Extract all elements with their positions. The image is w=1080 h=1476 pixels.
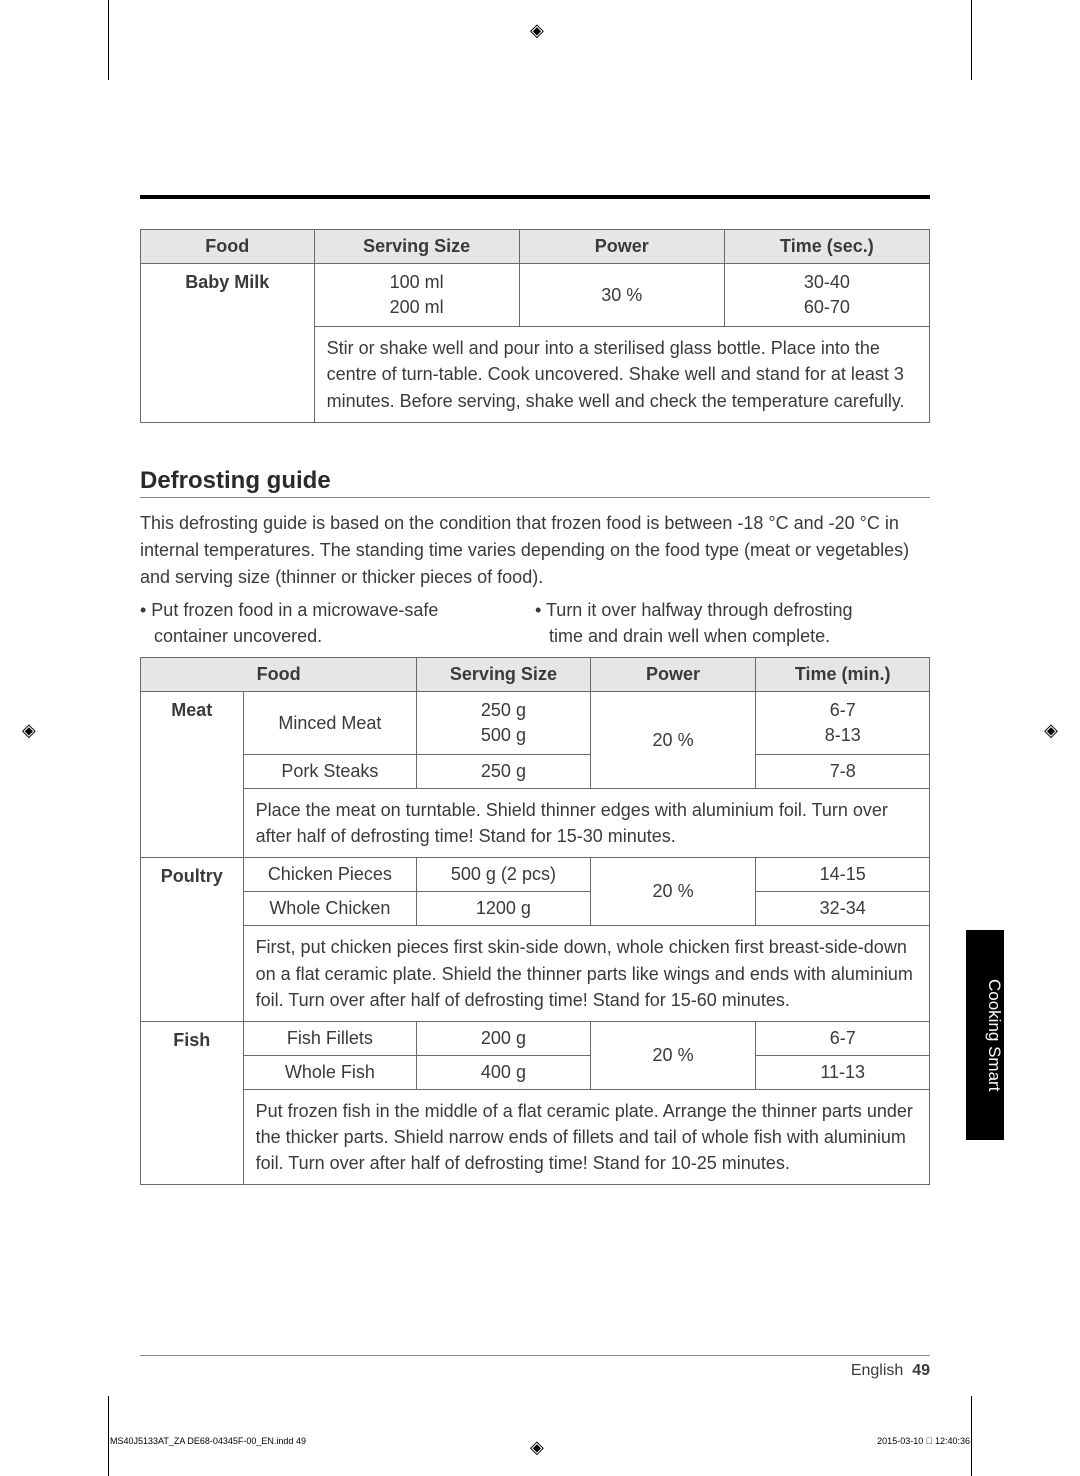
page-footer: English 49 xyxy=(140,1355,930,1380)
instructions: Place the meat on turntable. Shield thin… xyxy=(243,789,929,858)
footer-language: English xyxy=(851,1362,903,1379)
food-category: Meat xyxy=(141,691,244,858)
bullet-text: container uncovered. xyxy=(140,623,525,649)
col-serving: Serving Size xyxy=(314,230,519,264)
defrosting-table: Food Serving Size Power Time (min.) Meat… xyxy=(140,657,930,1185)
section-tab: Cooking Smart xyxy=(966,930,1004,1140)
col-power: Power xyxy=(519,230,724,264)
serving-size: 500 g (2 pcs) xyxy=(417,858,591,892)
power-level: 20 % xyxy=(590,691,756,788)
registration-mark-icon: ◈ xyxy=(22,720,36,741)
food-item: Pork Steaks xyxy=(243,755,417,789)
registration-mark-icon: ◈ xyxy=(1044,720,1058,741)
time-value: 32-34 xyxy=(756,892,930,926)
serving-size: 250 g xyxy=(417,755,591,789)
crop-mark xyxy=(971,1396,972,1476)
col-serving: Serving Size xyxy=(417,657,591,691)
section-heading: Defrosting guide xyxy=(140,467,930,495)
registration-mark-icon: ◈ xyxy=(530,1437,544,1458)
bullet-columns: • Put frozen food in a microwave-safe co… xyxy=(140,597,930,649)
col-time: Time (sec.) xyxy=(724,230,929,264)
power-level: 30 % xyxy=(519,264,724,327)
instructions: Put frozen fish in the middle of a flat … xyxy=(243,1089,929,1184)
serving-size: 1200 g xyxy=(417,892,591,926)
bullet-text: time and drain well when complete. xyxy=(535,623,920,649)
table-row: Food Serving Size Power Time (sec.) xyxy=(141,230,930,264)
power-level: 20 % xyxy=(590,1021,756,1089)
power-level: 20 % xyxy=(590,858,756,926)
bullet-text: • Put frozen food in a microwave-safe xyxy=(140,597,525,623)
food-name: Baby Milk xyxy=(141,264,315,423)
table-row: Pork Steaks 250 g 7-8 xyxy=(141,755,930,789)
baby-milk-table: Food Serving Size Power Time (sec.) Baby… xyxy=(140,229,930,423)
food-item: Chicken Pieces xyxy=(243,858,417,892)
food-category: Poultry xyxy=(141,858,244,1021)
food-category: Fish xyxy=(141,1021,244,1184)
time-value: 30-40 60-70 xyxy=(724,264,929,327)
table-row: Place the meat on turntable. Shield thin… xyxy=(141,789,930,858)
food-item: Fish Fillets xyxy=(243,1021,417,1055)
table-row: Poultry Chicken Pieces 500 g (2 pcs) 20 … xyxy=(141,858,930,892)
time-value: 6-7 xyxy=(756,1021,930,1055)
table-row: Meat Minced Meat 250 g 500 g 20 % 6-7 8-… xyxy=(141,691,930,754)
intro-text: This defrosting guide is based on the co… xyxy=(140,510,930,591)
top-rule xyxy=(140,195,930,199)
crop-mark xyxy=(108,1396,109,1476)
instructions: Stir or shake well and pour into a steri… xyxy=(314,327,929,422)
time-value: 14-15 xyxy=(756,858,930,892)
serving-size: 100 ml 200 ml xyxy=(314,264,519,327)
time-value: 11-13 xyxy=(756,1055,930,1089)
heading-underline xyxy=(140,497,930,498)
col-food: Food xyxy=(141,657,417,691)
table-row: Food Serving Size Power Time (min.) xyxy=(141,657,930,691)
table-row: First, put chicken pieces first skin-sid… xyxy=(141,926,930,1021)
table-row: Whole Chicken 1200 g 32-34 xyxy=(141,892,930,926)
imprint-right: 2015-03-10 􀀀 12:40:36 xyxy=(877,1436,970,1446)
crop-mark xyxy=(971,0,972,80)
crop-mark xyxy=(108,0,109,80)
serving-size: 250 g 500 g xyxy=(417,691,591,754)
table-row: Put frozen fish in the middle of a flat … xyxy=(141,1089,930,1184)
food-item: Whole Chicken xyxy=(243,892,417,926)
col-power: Power xyxy=(590,657,756,691)
serving-size: 400 g xyxy=(417,1055,591,1089)
time-value: 7-8 xyxy=(756,755,930,789)
food-item: Whole Fish xyxy=(243,1055,417,1089)
instructions: First, put chicken pieces first skin-sid… xyxy=(243,926,929,1021)
registration-mark-icon: ◈ xyxy=(530,20,544,41)
page-content: Food Serving Size Power Time (sec.) Baby… xyxy=(140,195,930,1185)
col-food: Food xyxy=(141,230,315,264)
page-number: 49 xyxy=(912,1362,930,1379)
time-value: 6-7 8-13 xyxy=(756,691,930,754)
table-row: Whole Fish 400 g 11-13 xyxy=(141,1055,930,1089)
serving-size: 200 g xyxy=(417,1021,591,1055)
table-row: Fish Fish Fillets 200 g 20 % 6-7 xyxy=(141,1021,930,1055)
table-row: Baby Milk 100 ml 200 ml 30 % 30-40 60-70 xyxy=(141,264,930,327)
food-item: Minced Meat xyxy=(243,691,417,754)
bullet-text: • Turn it over halfway through defrostin… xyxy=(535,597,920,623)
imprint-left: MS40J5133AT_ZA DE68-04345F-00_EN.indd 49 xyxy=(110,1436,306,1446)
col-time: Time (min.) xyxy=(756,657,930,691)
